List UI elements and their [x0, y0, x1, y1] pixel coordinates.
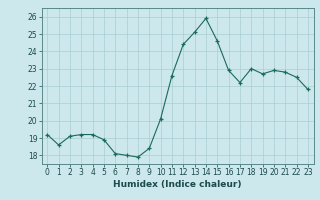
- X-axis label: Humidex (Indice chaleur): Humidex (Indice chaleur): [113, 180, 242, 189]
